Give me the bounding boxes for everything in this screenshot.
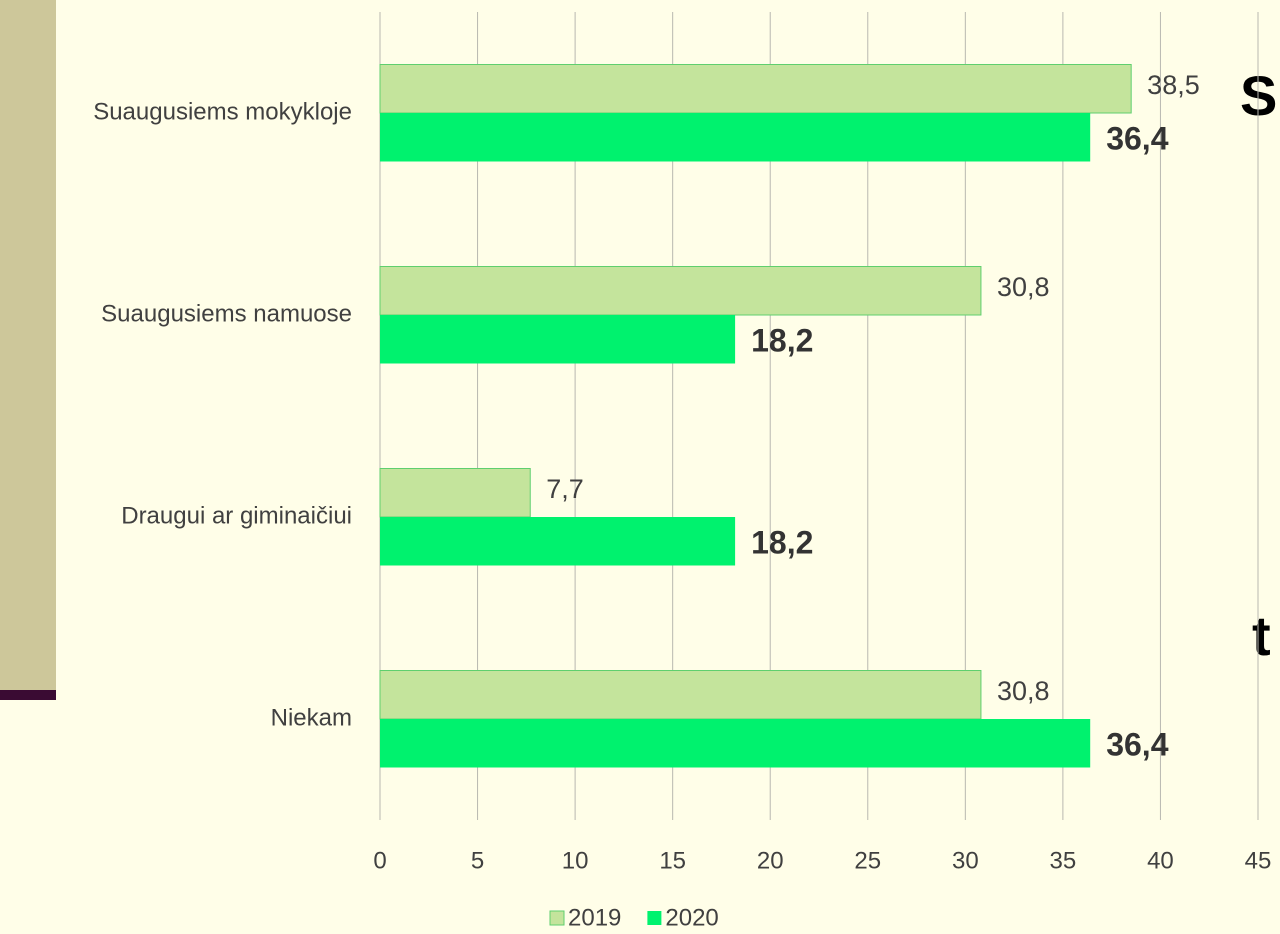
x-tick-label: 15 <box>659 847 686 874</box>
x-tick-label: 5 <box>471 847 484 874</box>
y-tick-label: Niekam <box>271 704 352 731</box>
value-label: 18,2 <box>751 323 813 359</box>
value-label: 18,2 <box>751 525 813 561</box>
x-tick-label: 10 <box>562 847 589 874</box>
bar <box>379 468 531 518</box>
bar <box>380 719 1091 768</box>
x-tick-label: 25 <box>854 847 881 874</box>
x-tick-label: 40 <box>1147 847 1174 874</box>
bar <box>379 670 982 720</box>
legend-swatch <box>549 910 565 926</box>
background-text: S <box>1240 64 1277 127</box>
y-tick-label: Suaugusiems mokykloje <box>93 98 352 125</box>
x-tick-label: 0 <box>373 847 386 874</box>
x-tick-label: 20 <box>757 847 784 874</box>
legend-label: 2020 <box>665 904 718 931</box>
x-tick-label: 30 <box>952 847 979 874</box>
bar <box>380 315 736 364</box>
side-strip <box>0 0 56 690</box>
y-tick-label: Suaugusiems namuose <box>101 300 352 327</box>
value-label: 36,4 <box>1106 727 1168 763</box>
background-text: t <box>1252 604 1271 667</box>
legend-label: 2019 <box>568 904 621 931</box>
x-tick-label: 35 <box>1050 847 1077 874</box>
legend-swatch <box>647 911 662 925</box>
y-tick-label: Draugui ar giminaičiui <box>121 502 352 529</box>
bar <box>380 113 1091 162</box>
x-tick-label: 45 <box>1245 847 1272 874</box>
bar <box>379 266 982 316</box>
side-rule <box>0 690 56 700</box>
value-label: 36,4 <box>1106 121 1168 157</box>
bar <box>379 64 1132 114</box>
value-label: 30,8 <box>997 272 1050 302</box>
value-label: 38,5 <box>1147 70 1200 100</box>
value-label: 30,8 <box>997 676 1050 706</box>
value-label: 7,7 <box>546 474 584 504</box>
bar <box>380 517 736 566</box>
